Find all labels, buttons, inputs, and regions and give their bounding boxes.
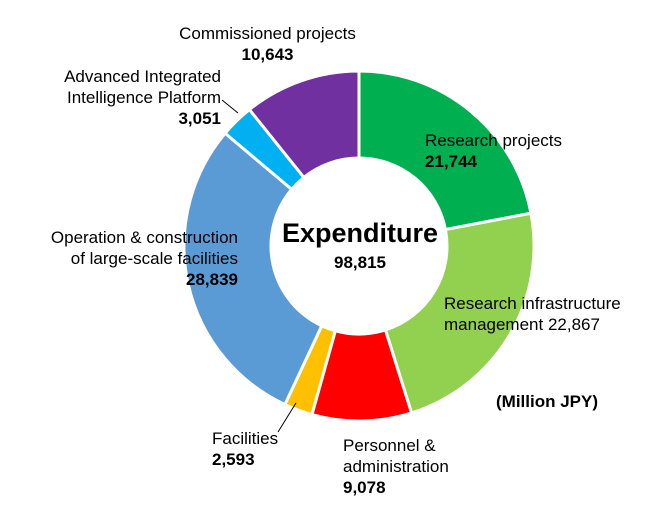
label-research-infrastructure-line1: Research infrastructure — [444, 294, 621, 313]
slice-research-projects — [357, 69, 533, 232]
label-research-projects: Research projects 21,744 — [425, 130, 562, 172]
label-personnel-value: 9,078 — [343, 478, 386, 497]
label-aip: Advanced Integrated Intelligence Platfor… — [64, 66, 221, 129]
label-personnel-line1: Personnel & — [343, 436, 436, 455]
leader-aip — [221, 99, 239, 114]
label-aip-line2: Intelligence Platform — [66, 88, 221, 107]
label-aip-line1: Advanced Integrated — [64, 67, 221, 86]
center-total: 98,815 — [334, 253, 386, 272]
slice-operation-construction — [182, 131, 324, 407]
label-aip-value: 3,051 — [178, 109, 221, 128]
label-commissioned-value: 10,643 — [241, 45, 294, 64]
label-operation-construction: Operation & construction of large-scale … — [51, 227, 238, 290]
label-research-projects-name: Research projects — [425, 131, 563, 150]
label-operation-line2: of large-scale facilities — [70, 249, 238, 268]
label-operation-value: 28,839 — [186, 270, 238, 289]
label-research-infrastructure: Research infrastructure management 22,86… — [444, 293, 621, 335]
label-commissioned-name: Commissioned projects — [179, 24, 356, 43]
label-personnel-line2: administration — [343, 457, 449, 476]
label-research-infrastructure-line2: management 22,867 — [444, 315, 600, 334]
label-facilities: Facilities 2,593 — [212, 428, 278, 470]
center-title: Expenditure — [281, 218, 439, 248]
leader-facilities — [277, 402, 297, 433]
unit-note: (Million JPY) — [496, 392, 598, 411]
label-facilities-name: Facilities — [212, 429, 279, 448]
label-facilities-value: 2,593 — [212, 450, 255, 469]
label-operation-line1: Operation & construction — [50, 228, 238, 247]
label-commissioned-projects: Commissioned projects 10,643 — [160, 23, 375, 65]
label-research-projects-value: 21,744 — [425, 152, 477, 171]
slice-research-infrastructure — [383, 211, 536, 415]
label-personnel-administration: Personnel & administration 9,078 — [343, 435, 449, 498]
slice-commissioned-projects — [247, 69, 361, 180]
